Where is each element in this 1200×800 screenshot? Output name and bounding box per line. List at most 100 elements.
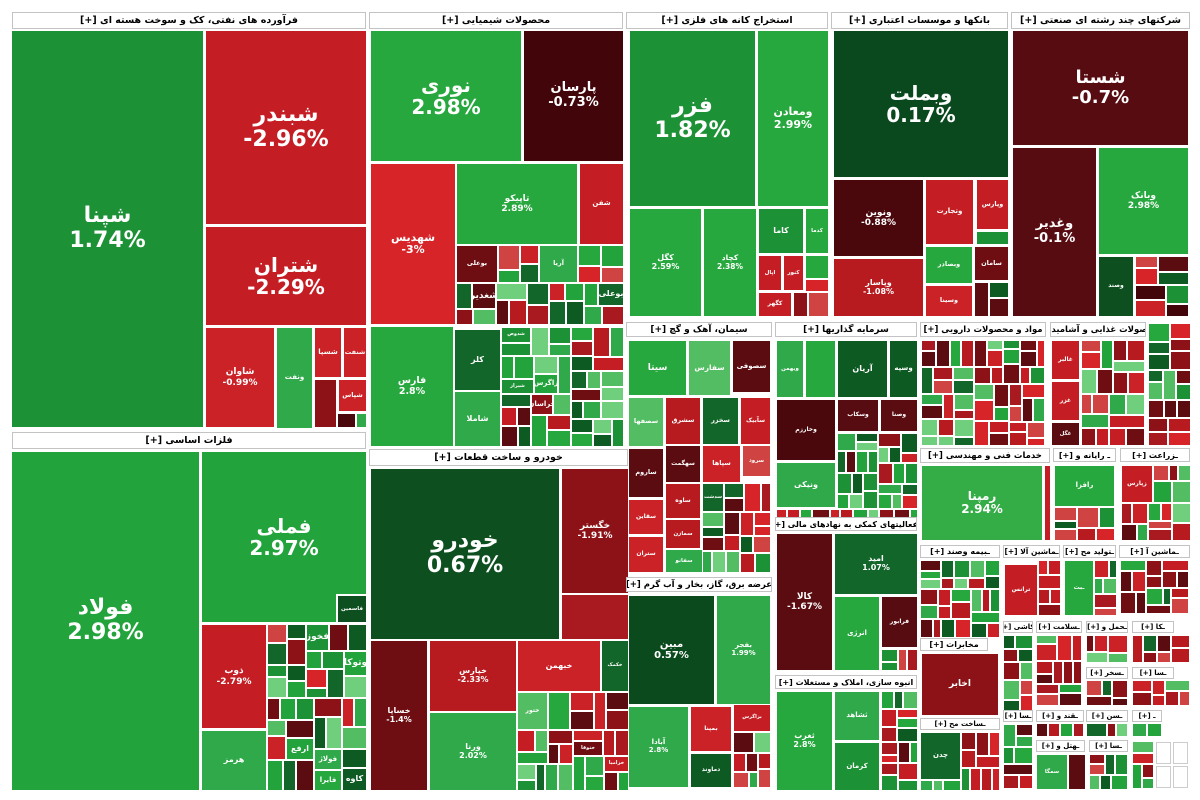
tile[interactable]	[603, 307, 623, 324]
tile[interactable]	[1055, 508, 1076, 520]
sector-header-other2[interactable]: ـسا [+]	[1089, 740, 1128, 752]
tile-خراسان[interactable]: خراسان	[532, 395, 552, 414]
sector-header-agri[interactable]: ـزراعت [+]	[1120, 448, 1190, 462]
tile[interactable]	[602, 388, 623, 400]
tile[interactable]	[457, 310, 472, 324]
tile[interactable]	[1110, 395, 1125, 414]
tile[interactable]	[518, 765, 535, 779]
tile[interactable]	[882, 743, 897, 754]
tile[interactable]	[1010, 423, 1026, 431]
tile[interactable]	[585, 284, 597, 305]
tile[interactable]	[942, 561, 953, 577]
tile[interactable]	[548, 416, 570, 429]
tile[interactable]	[882, 776, 897, 790]
tile-ساروم[interactable]: ساروم	[629, 449, 663, 497]
tile-سرود[interactable]: سرود	[743, 446, 770, 476]
tile[interactable]	[571, 712, 593, 729]
tile[interactable]	[734, 773, 748, 787]
tile[interactable]	[518, 731, 534, 751]
tile[interactable]	[537, 765, 544, 790]
tile[interactable]	[1082, 370, 1096, 393]
tile-وبملت[interactable]: وبملت 0.17%	[834, 31, 1008, 177]
tile[interactable]	[725, 484, 743, 497]
tile[interactable]	[1127, 429, 1144, 445]
tile-ومعادن[interactable]: ومعادن 2.99%	[758, 31, 828, 206]
tile[interactable]	[1136, 286, 1165, 299]
tile[interactable]	[602, 246, 623, 266]
tile[interactable]	[268, 625, 286, 642]
tile-ـبت[interactable]: ـبت	[1065, 561, 1093, 615]
tile[interactable]	[1037, 685, 1058, 693]
tile[interactable]	[1082, 353, 1100, 368]
tile[interactable]	[502, 408, 516, 425]
sector-header-tiles-a[interactable]: ـکاشی [+]	[1003, 621, 1033, 633]
tile-خگستر[interactable]: خگستر -1.91%	[562, 469, 628, 593]
tile[interactable]	[703, 528, 723, 536]
sector-header-other1[interactable]: ـسا [+]	[1132, 667, 1174, 679]
tile[interactable]	[759, 770, 770, 787]
tile[interactable]	[1034, 399, 1044, 421]
tile[interactable]	[939, 607, 950, 618]
tile[interactable]	[1171, 352, 1190, 369]
tile[interactable]	[1069, 755, 1085, 789]
tile[interactable]	[1049, 724, 1059, 736]
sector-header-sugar[interactable]: ـقند و [+]	[1036, 710, 1084, 722]
tile[interactable]	[955, 438, 973, 445]
tile[interactable]	[882, 728, 896, 741]
tile[interactable]	[1129, 373, 1144, 393]
tile[interactable]	[813, 510, 829, 520]
tile-اخابر[interactable]: اخابر	[922, 654, 998, 715]
tile[interactable]	[1049, 561, 1060, 574]
tile[interactable]	[457, 284, 471, 308]
tile[interactable]	[995, 408, 1008, 420]
tile[interactable]	[518, 753, 547, 763]
tile[interactable]	[975, 401, 993, 420]
tile-شبندر[interactable]: شبندر -2.96%	[206, 31, 366, 224]
tile[interactable]	[1004, 365, 1019, 383]
tile[interactable]	[268, 761, 282, 790]
tile-رمپنا[interactable]: رمپنا 2.94%	[922, 466, 1042, 540]
tile[interactable]	[864, 492, 877, 508]
tile-وپارس[interactable]: وپارس	[977, 180, 1008, 229]
tile[interactable]	[1078, 529, 1095, 540]
tile[interactable]	[951, 341, 960, 366]
tile[interactable]	[895, 692, 902, 708]
sector-header-health[interactable]: ـسلامت [+]	[1036, 621, 1082, 633]
tile[interactable]	[977, 232, 1008, 244]
tile[interactable]	[992, 368, 1002, 383]
tile[interactable]	[1114, 341, 1126, 360]
tile[interactable]	[1143, 765, 1153, 777]
tile-هرمز[interactable]: هرمز	[202, 731, 266, 790]
tile[interactable]	[869, 510, 878, 520]
tile[interactable]	[703, 552, 711, 572]
tile[interactable]	[922, 368, 932, 393]
tile[interactable]	[1164, 589, 1170, 604]
tile[interactable]	[1136, 269, 1157, 284]
tile[interactable]	[1121, 572, 1131, 591]
sector-header-realestate[interactable]: انبوه سازی، املاک و مستغلات [+]	[775, 675, 917, 689]
tile[interactable]	[315, 380, 336, 427]
tile[interactable]	[755, 733, 770, 752]
tile-امید[interactable]: امید 1.07%	[835, 534, 917, 594]
tile[interactable]	[549, 745, 558, 763]
tile-سدشت[interactable]: سدشت	[703, 484, 723, 511]
tile[interactable]	[572, 342, 592, 355]
tile-ونیکی[interactable]: ونیکی	[777, 463, 835, 507]
tile[interactable]	[879, 495, 891, 508]
tile-وغدیر[interactable]: وغدیر -0.1%	[1013, 148, 1096, 316]
tile[interactable]	[854, 510, 867, 520]
tile-سشرق[interactable]: سشرق	[666, 398, 700, 444]
tile[interactable]	[515, 357, 533, 378]
tile[interactable]	[619, 773, 628, 790]
tile[interactable]	[518, 408, 530, 425]
tile[interactable]	[993, 769, 999, 790]
tile[interactable]	[725, 499, 743, 511]
tile-وتجارت[interactable]: وتجارت	[926, 180, 973, 244]
tile-زپارس[interactable]: زپارس	[1122, 466, 1152, 502]
tile-وتوکا[interactable]: وتوکا	[345, 652, 366, 675]
tile[interactable]	[1112, 776, 1127, 789]
tile-سامان[interactable]: سامان	[975, 247, 1008, 280]
sector-header-transport[interactable]: ـحمل و [+]	[1086, 621, 1128, 633]
tile[interactable]	[604, 731, 614, 755]
tile[interactable]	[594, 328, 609, 356]
